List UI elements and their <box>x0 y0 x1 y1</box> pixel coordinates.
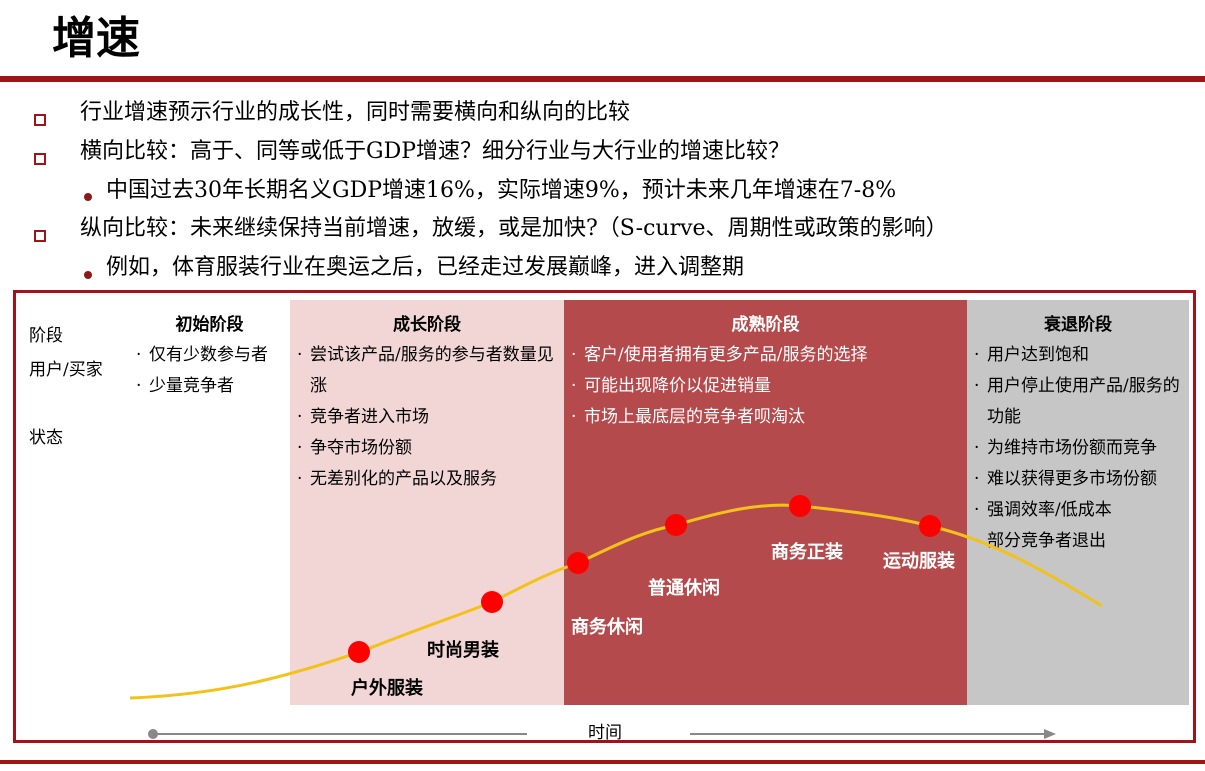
sub-bullet-item: 中国过去30年长期名义GDP增速16%，实际增速9%，预计未来几年增速在7-8% <box>106 178 897 203</box>
stage-item: 仅有少数参与者 <box>135 340 286 371</box>
stage-title: 初始阶段 <box>175 315 244 335</box>
stage-items: 尝试该产品/服务的参与者数量见涨 竞争者进入市场 争夺市场份额 无差别化的产品以… <box>296 340 560 495</box>
marker-label: 商务休闲 <box>571 617 643 638</box>
row-label-status: 状态 <box>29 428 63 448</box>
bullet-item: 行业增速预示行业的成长性，同时需要横向和纵向的比较 <box>80 100 631 125</box>
marker-label: 运动服装 <box>883 551 955 572</box>
row-label-user: 用户/买家 <box>29 360 103 380</box>
marker-label: 时尚男装 <box>427 640 499 661</box>
square-bullet-icon <box>34 230 46 242</box>
stage-item: 用户停止使用产品/服务的功能 <box>973 371 1185 433</box>
stage-item: 部分竞争者退出 <box>973 526 1185 557</box>
round-bullet-icon <box>84 193 92 201</box>
marker-label: 普通休闲 <box>648 578 720 599</box>
stage-initial: 初始阶段 仅有少数参与者 少量竞争者 <box>129 300 290 705</box>
stage-item: 市场上最底层的竞争者呗淘汰 <box>570 402 963 433</box>
square-bullet-icon <box>34 153 46 165</box>
square-bullet-icon <box>34 114 46 126</box>
stage-item: 争夺市场份额 <box>296 433 560 464</box>
stage-maturity: 成熟阶段 客户/使用者拥有更多产品/服务的选择 可能出现降价以促进销量 市场上最… <box>564 300 967 705</box>
stage-title: 成长阶段 <box>393 315 461 335</box>
stage-item: 尝试该产品/服务的参与者数量见涨 <box>296 340 560 402</box>
stage-title: 成熟阶段 <box>731 315 800 335</box>
page-title: 增速 <box>52 13 140 64</box>
stage-items: 客户/使用者拥有更多产品/服务的选择 可能出现降价以促进销量 市场上最底层的竞争… <box>570 340 963 433</box>
stage-decline: 衰退阶段 用户达到饱和 用户停止使用产品/服务的功能 为维持市场份额而竞争 难以… <box>967 300 1189 705</box>
bullet-item: 纵向比较：未来继续保持当前增速，放缓，或是加快?（S-curve、周期性或政策的… <box>80 216 948 241</box>
stage-item: 无差别化的产品以及服务 <box>296 464 560 495</box>
stage-item: 强调效率/低成本 <box>973 495 1185 526</box>
sub-bullet-item: 例如，体育服装行业在奥运之后，已经走过发展巅峰，进入调整期 <box>106 255 745 280</box>
bottom-divider <box>0 760 1205 764</box>
row-label-stage: 阶段 <box>29 326 63 346</box>
stage-item: 少量竞争者 <box>135 371 286 402</box>
lifecycle-diagram-frame <box>13 290 1196 743</box>
stage-item: 难以获得更多市场份额 <box>973 464 1185 495</box>
title-divider <box>0 76 1205 82</box>
time-axis-label: 时间 <box>588 723 622 743</box>
stage-item: 竞争者进入市场 <box>296 402 560 433</box>
round-bullet-icon <box>84 271 92 279</box>
stage-item: 为维持市场份额而竞争 <box>973 433 1185 464</box>
bullet-item: 横向比较：高于、同等或低于GDP增速？细分行业与大行业的增速比较？ <box>80 139 791 164</box>
stage-items: 仅有少数参与者 少量竞争者 <box>135 340 286 402</box>
marker-label: 商务正装 <box>771 542 843 563</box>
stage-item: 客户/使用者拥有更多产品/服务的选择 <box>570 340 963 371</box>
stage-item: 可能出现降价以促进销量 <box>570 371 963 402</box>
stage-items: 用户达到饱和 用户停止使用产品/服务的功能 为维持市场份额而竞争 难以获得更多市… <box>973 340 1185 557</box>
marker-label: 户外服装 <box>351 678 423 699</box>
stage-title: 衰退阶段 <box>1044 315 1112 335</box>
stage-item: 用户达到饱和 <box>973 340 1185 371</box>
